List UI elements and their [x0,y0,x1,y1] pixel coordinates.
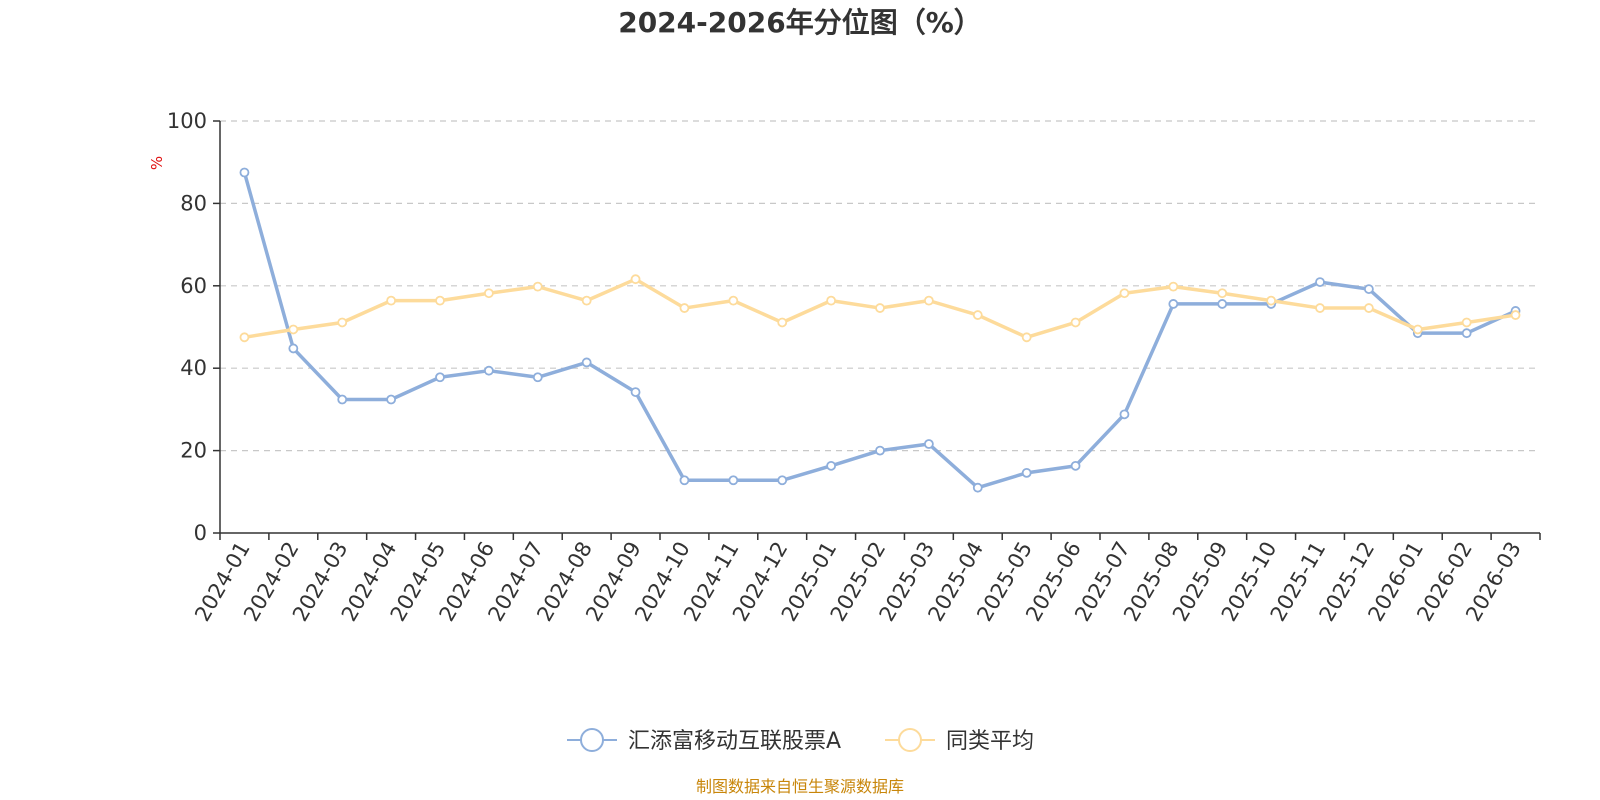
legend-item-2[interactable]: 同类平均 [885,728,1034,754]
data-point[interactable] [1070,317,1081,328]
axes [219,121,1540,534]
data-point[interactable] [826,460,837,471]
data-point[interactable] [288,343,299,354]
data-point[interactable] [581,357,592,368]
chart-title: 2024-2026年分位图（%） [618,6,982,39]
data-point[interactable] [875,303,885,313]
data-point[interactable] [483,365,494,376]
data-point[interactable] [777,317,788,328]
data-point[interactable] [337,394,348,405]
data-point[interactable] [386,394,397,405]
data-point[interactable] [1168,281,1179,292]
legend-item-1[interactable]: 汇添富移动互联股票A [567,728,841,754]
legend-label: 汇添富移动互联股票A [628,729,841,754]
legend-label: 同类平均 [946,729,1034,754]
series-1 [239,167,1521,493]
y-tick-labels: 0 20 40 60 80 100 [167,109,220,545]
data-point[interactable] [972,482,983,493]
data-point[interactable] [1119,288,1130,299]
data-point[interactable] [532,372,543,383]
data-point[interactable] [1363,284,1374,294]
data-point[interactable] [1461,328,1472,339]
data-point[interactable] [532,281,543,292]
data-point[interactable] [1412,324,1423,335]
data-point[interactable] [1461,317,1472,328]
y-tick-label: 20 [180,439,207,463]
y-tick-label: 80 [180,191,207,215]
data-point[interactable] [728,295,739,306]
data-point[interactable] [1119,409,1130,420]
data-point[interactable] [1217,288,1228,299]
data-point[interactable] [1266,295,1277,306]
source-note: 制图数据来自恒生聚源数据库 [696,777,904,796]
data-point[interactable] [435,295,445,306]
data-point[interactable] [337,317,348,328]
data-point[interactable] [288,324,299,335]
data-point[interactable] [923,295,934,306]
data-point[interactable] [1070,460,1081,471]
data-point[interactable] [679,303,690,313]
x-tick-labels: 2024-012024-022024-032024-042024-052024-… [190,533,1541,625]
series-lines [239,167,1521,493]
data-point[interactable] [630,274,641,285]
data-point[interactable] [826,295,837,306]
y-tick-label: 60 [180,274,207,298]
data-point[interactable] [1021,332,1032,343]
data-point[interactable] [875,445,885,456]
data-point[interactable] [386,295,397,306]
data-point[interactable] [1021,467,1032,478]
data-point[interactable] [1217,299,1228,309]
data-point[interactable] [972,310,983,320]
series-2 [239,274,1521,343]
y-tick-label: 40 [180,356,207,380]
data-point[interactable] [728,475,739,486]
data-point[interactable] [1510,310,1521,320]
y-axis-unit: % [148,156,166,170]
legend-marker [898,728,922,752]
data-point[interactable] [1315,303,1325,313]
data-point[interactable] [483,288,494,299]
data-point[interactable] [923,439,934,449]
data-point[interactable] [630,387,641,397]
y-tick-label: 100 [167,109,207,133]
data-point[interactable] [777,475,788,486]
data-point[interactable] [581,295,592,306]
legend-marker [580,728,604,752]
data-point[interactable] [679,475,690,486]
grid-lines [220,120,1540,452]
data-point[interactable] [435,372,445,383]
data-point[interactable] [1363,303,1374,313]
data-point[interactable] [239,167,250,178]
data-point[interactable] [1168,299,1179,309]
data-point[interactable] [1315,277,1325,287]
legend: 汇添富移动互联股票A 同类平均 [567,728,1034,754]
series-line [242,172,1517,490]
data-point[interactable] [239,332,250,343]
y-tick-label: 0 [194,521,207,545]
